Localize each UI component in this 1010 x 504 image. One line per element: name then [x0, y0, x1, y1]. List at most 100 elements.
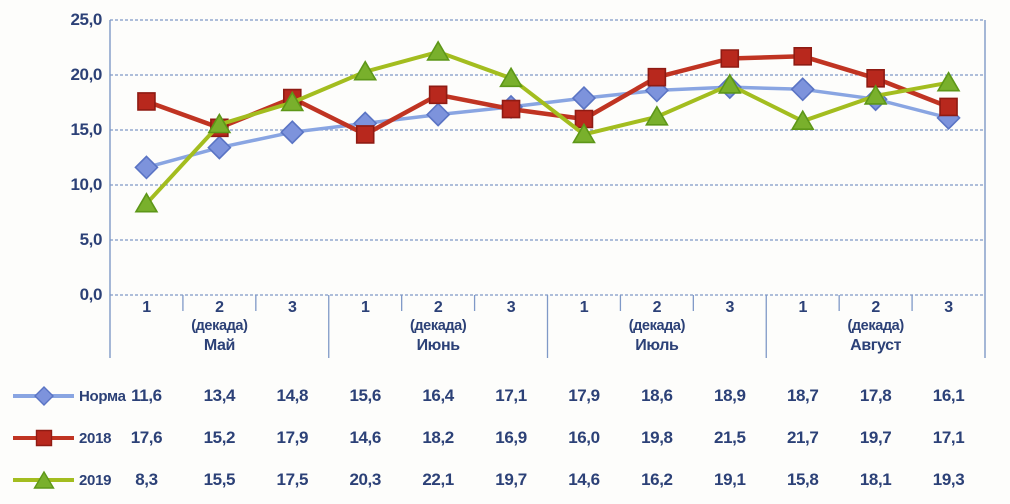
dekada-caption: (декада) [628, 318, 686, 334]
legend-label: Норма [79, 387, 126, 405]
legend-row-Норма: Норма [12, 384, 126, 408]
month-label: Июль [635, 337, 679, 354]
table-value: 16,2 [641, 470, 673, 489]
legend-marker-diamond [13, 386, 74, 406]
month-label: Май [203, 337, 235, 354]
marker-triangle-2019 [644, 105, 669, 126]
table-value: 18,6 [641, 386, 673, 405]
decade-tick-label: 2 [433, 299, 443, 316]
table-value: 19,7 [859, 428, 892, 447]
marker-square-2018 [355, 125, 375, 144]
marker-diamond-Норма [280, 120, 305, 145]
marker-square-2018 [939, 97, 958, 117]
table-value: 11,6 [131, 386, 162, 405]
y-axis-tick-label: 15,0 [70, 120, 103, 139]
dekada-caption: (декада) [409, 318, 467, 334]
decade-tick-label: 1 [798, 299, 807, 316]
table-value: 18,7 [786, 386, 819, 405]
table-value: 22,1 [422, 470, 454, 489]
table-value: 15,8 [786, 470, 819, 489]
marker-diamond-Норма [571, 85, 597, 111]
table-value: 21,5 [714, 428, 746, 447]
legend-marker-triangle [13, 470, 74, 489]
month-label: Июнь [416, 337, 460, 354]
marker-triangle-2019 [936, 71, 961, 92]
legend-label: 2019 [79, 471, 112, 489]
marker-diamond-Норма [790, 77, 815, 102]
marker-square-2018 [501, 99, 521, 119]
table-value: 17,8 [859, 386, 892, 405]
table-value: 17,5 [276, 470, 309, 489]
table-value: 19,3 [932, 470, 965, 489]
y-axis-tick-label: 10,0 [70, 175, 103, 194]
table-value: 21,7 [786, 428, 819, 447]
table-value: 8,3 [135, 470, 158, 489]
marker-triangle-2019 [207, 112, 232, 134]
marker-square-2018 [428, 85, 448, 105]
month-label: Август [850, 337, 902, 354]
table-value: 16,4 [422, 386, 454, 405]
table-value: 16,0 [568, 428, 600, 447]
marker-square-2018 [720, 49, 740, 68]
decade-tick-label: 2 [215, 299, 224, 316]
marker-triangle-2019 [353, 60, 378, 81]
decade-tick-label: 3 [944, 299, 953, 316]
table-value: 19,8 [641, 428, 673, 447]
decade-tick-label: 1 [142, 299, 151, 316]
table-value: 17,1 [932, 428, 965, 447]
table-value: 19,7 [495, 470, 527, 489]
table-value: 17,9 [568, 386, 600, 405]
marker-triangle-2019 [134, 192, 159, 213]
legend-row-2019: 2019 [12, 468, 111, 492]
table-value: 17,1 [495, 386, 527, 405]
series-line-2019 [144, 49, 949, 206]
marker-triangle-2019 [499, 66, 523, 88]
table-value: 15,5 [203, 470, 236, 489]
decade-tick-label: 1 [579, 299, 589, 316]
legend-marker-square [13, 429, 74, 447]
legend-label: 2018 [79, 429, 112, 447]
marker-triangle-2019 [280, 90, 305, 112]
decade-tick-label: 3 [288, 299, 297, 316]
table-value: 17,9 [276, 428, 309, 447]
dekada-caption: (декада) [847, 318, 904, 334]
marker-triangle-2019 [790, 109, 815, 130]
legend-row-2018: 2018 [12, 426, 111, 450]
marker-diamond-Норма [425, 102, 451, 127]
table-value: 17,6 [130, 428, 163, 447]
dekada-caption: (декада) [191, 318, 248, 334]
marker-triangle-2019 [572, 122, 596, 144]
table-value: 15,2 [203, 428, 236, 447]
marker-square-2018 [866, 69, 885, 88]
table-value: 14,8 [276, 386, 309, 405]
table-value: 18,1 [859, 470, 892, 489]
table-value: 15,6 [349, 386, 381, 405]
table-value: 18,9 [714, 386, 746, 405]
decade-tick-label: 3 [725, 299, 735, 316]
decade-tick-label: 2 [871, 299, 880, 316]
y-axis-tick-label: 0,0 [79, 285, 103, 304]
y-axis-tick-label: 5,0 [79, 230, 103, 249]
table-value: 14,6 [568, 470, 600, 489]
marker-square-2018 [137, 92, 156, 111]
marker-triangle-2019 [717, 73, 742, 94]
decade-tick-label: 2 [652, 299, 662, 316]
chart-canvas [109, 19, 986, 358]
series-line-2018 [145, 54, 950, 137]
marker-diamond-Норма [134, 155, 159, 180]
series-line-Норма [145, 85, 949, 170]
marker-square-2018 [574, 109, 594, 129]
table-value: 13,4 [203, 386, 236, 405]
marker-square-2018 [647, 67, 667, 87]
table-value: 19,1 [714, 470, 746, 489]
table-value: 20,3 [349, 470, 381, 489]
marker-square-2018 [793, 47, 813, 66]
table-value: 14,6 [349, 428, 381, 447]
marker-triangle-2019 [426, 40, 451, 61]
y-axis-tick-label: 20,0 [70, 65, 103, 84]
table-value: 18,2 [422, 428, 454, 447]
decade-tick-label: 3 [506, 299, 516, 316]
y-axis-tick-label: 25,0 [70, 10, 103, 29]
marker-triangle-2019 [863, 84, 888, 105]
